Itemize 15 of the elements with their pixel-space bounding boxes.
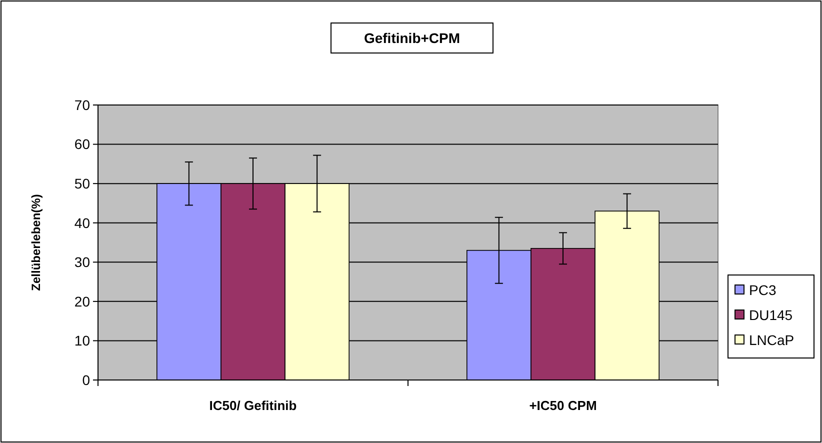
x-tick-label: IC50/ Gefitinib [209,398,297,413]
y-tick-label: 50 [74,175,90,192]
y-tick-label: 70 [74,96,90,113]
chart-title: Gefitinib+CPM [364,30,460,46]
x-tick-label: +IC50 CPM [529,398,597,413]
legend-label: PC3 [749,282,776,298]
y-tick-label: 30 [74,254,90,270]
y-tick-label: 10 [74,332,90,349]
legend-label: DU145 [749,306,793,323]
y-tick-label: 40 [74,214,90,231]
y-axis-title: Zellüberleben(%) [29,194,43,291]
y-tick-label: 0 [82,372,90,388]
legend-label: LNCaP [749,332,794,348]
y-tick-label: 60 [74,136,90,152]
y-tick-label: 20 [74,293,90,310]
